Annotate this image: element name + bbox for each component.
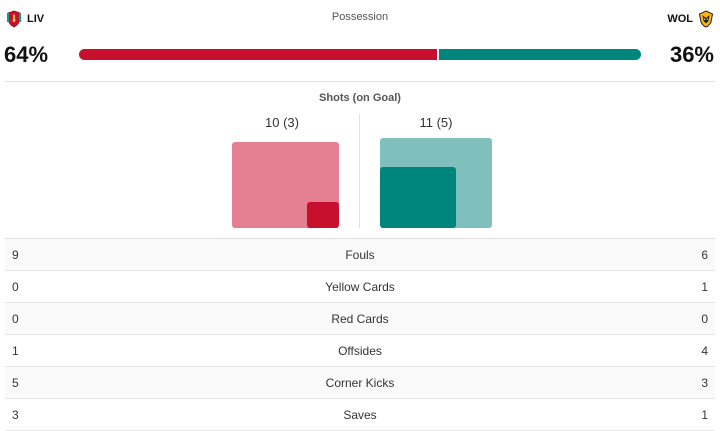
stat-home-value: 0 [12,280,19,294]
stat-label: Offsides [338,344,382,358]
stat-away-value: 1 [701,408,708,422]
home-possession: 64% [4,42,49,67]
possession-bar-away [439,49,641,60]
home-team-abbr: LIV [27,13,45,25]
stat-away-value: 0 [701,312,708,326]
shots-divider [359,114,360,228]
away-shots-value: 11 (5) [419,115,453,130]
stat-away-value: 3 [701,376,708,390]
stat-row-yellow-cards: 0 Yellow Cards 1 [5,271,715,303]
home-shots-box [232,142,339,228]
away-team[interactable]: WOL [667,10,714,28]
stat-home-value: 1 [12,344,19,358]
wolves-crest-icon [698,10,714,28]
stat-away-value: 4 [701,344,708,358]
stat-home-value: 9 [12,248,19,262]
stat-home-value: 3 [12,408,19,422]
stat-row-saves: 3 Saves 1 [5,399,715,431]
away-team-abbr: WOL [667,13,693,25]
stat-away-value: 1 [701,280,708,294]
stat-home-value: 0 [12,312,19,326]
shots-title: Shots (on Goal) [319,92,401,104]
stat-home-value: 5 [12,376,19,390]
stat-row-corner-kicks: 5 Corner Kicks 3 [5,367,715,399]
stat-row-red-cards: 0 Red Cards 0 [5,303,715,335]
stat-away-value: 6 [701,248,708,262]
home-team[interactable]: LIV [6,10,44,28]
possession-bar-home [79,49,437,60]
liverpool-crest-icon [7,10,21,28]
home-shots-value: 10 (3) [265,115,299,130]
stat-row-fouls: 9 Fouls 6 [5,239,715,271]
stat-label: Saves [343,408,377,422]
possession-bar [79,49,641,60]
stat-label: Fouls [345,248,375,262]
stat-label: Yellow Cards [325,280,395,294]
stat-label: Red Cards [331,312,389,326]
section-divider [5,81,715,82]
away-possession: 36% [669,42,714,67]
stats-table: 9 Fouls 6 0 Yellow Cards 1 0 Red Cards 0… [5,239,715,431]
stat-row-offsides: 1 Offsides 4 [5,335,715,367]
possession-title: Possession [331,11,389,23]
stat-label: Corner Kicks [325,376,395,390]
away-shots-on-goal-box [380,167,456,228]
home-shots-on-goal-box [306,202,339,228]
away-shots-box [380,138,492,228]
stats-divider [5,238,715,239]
